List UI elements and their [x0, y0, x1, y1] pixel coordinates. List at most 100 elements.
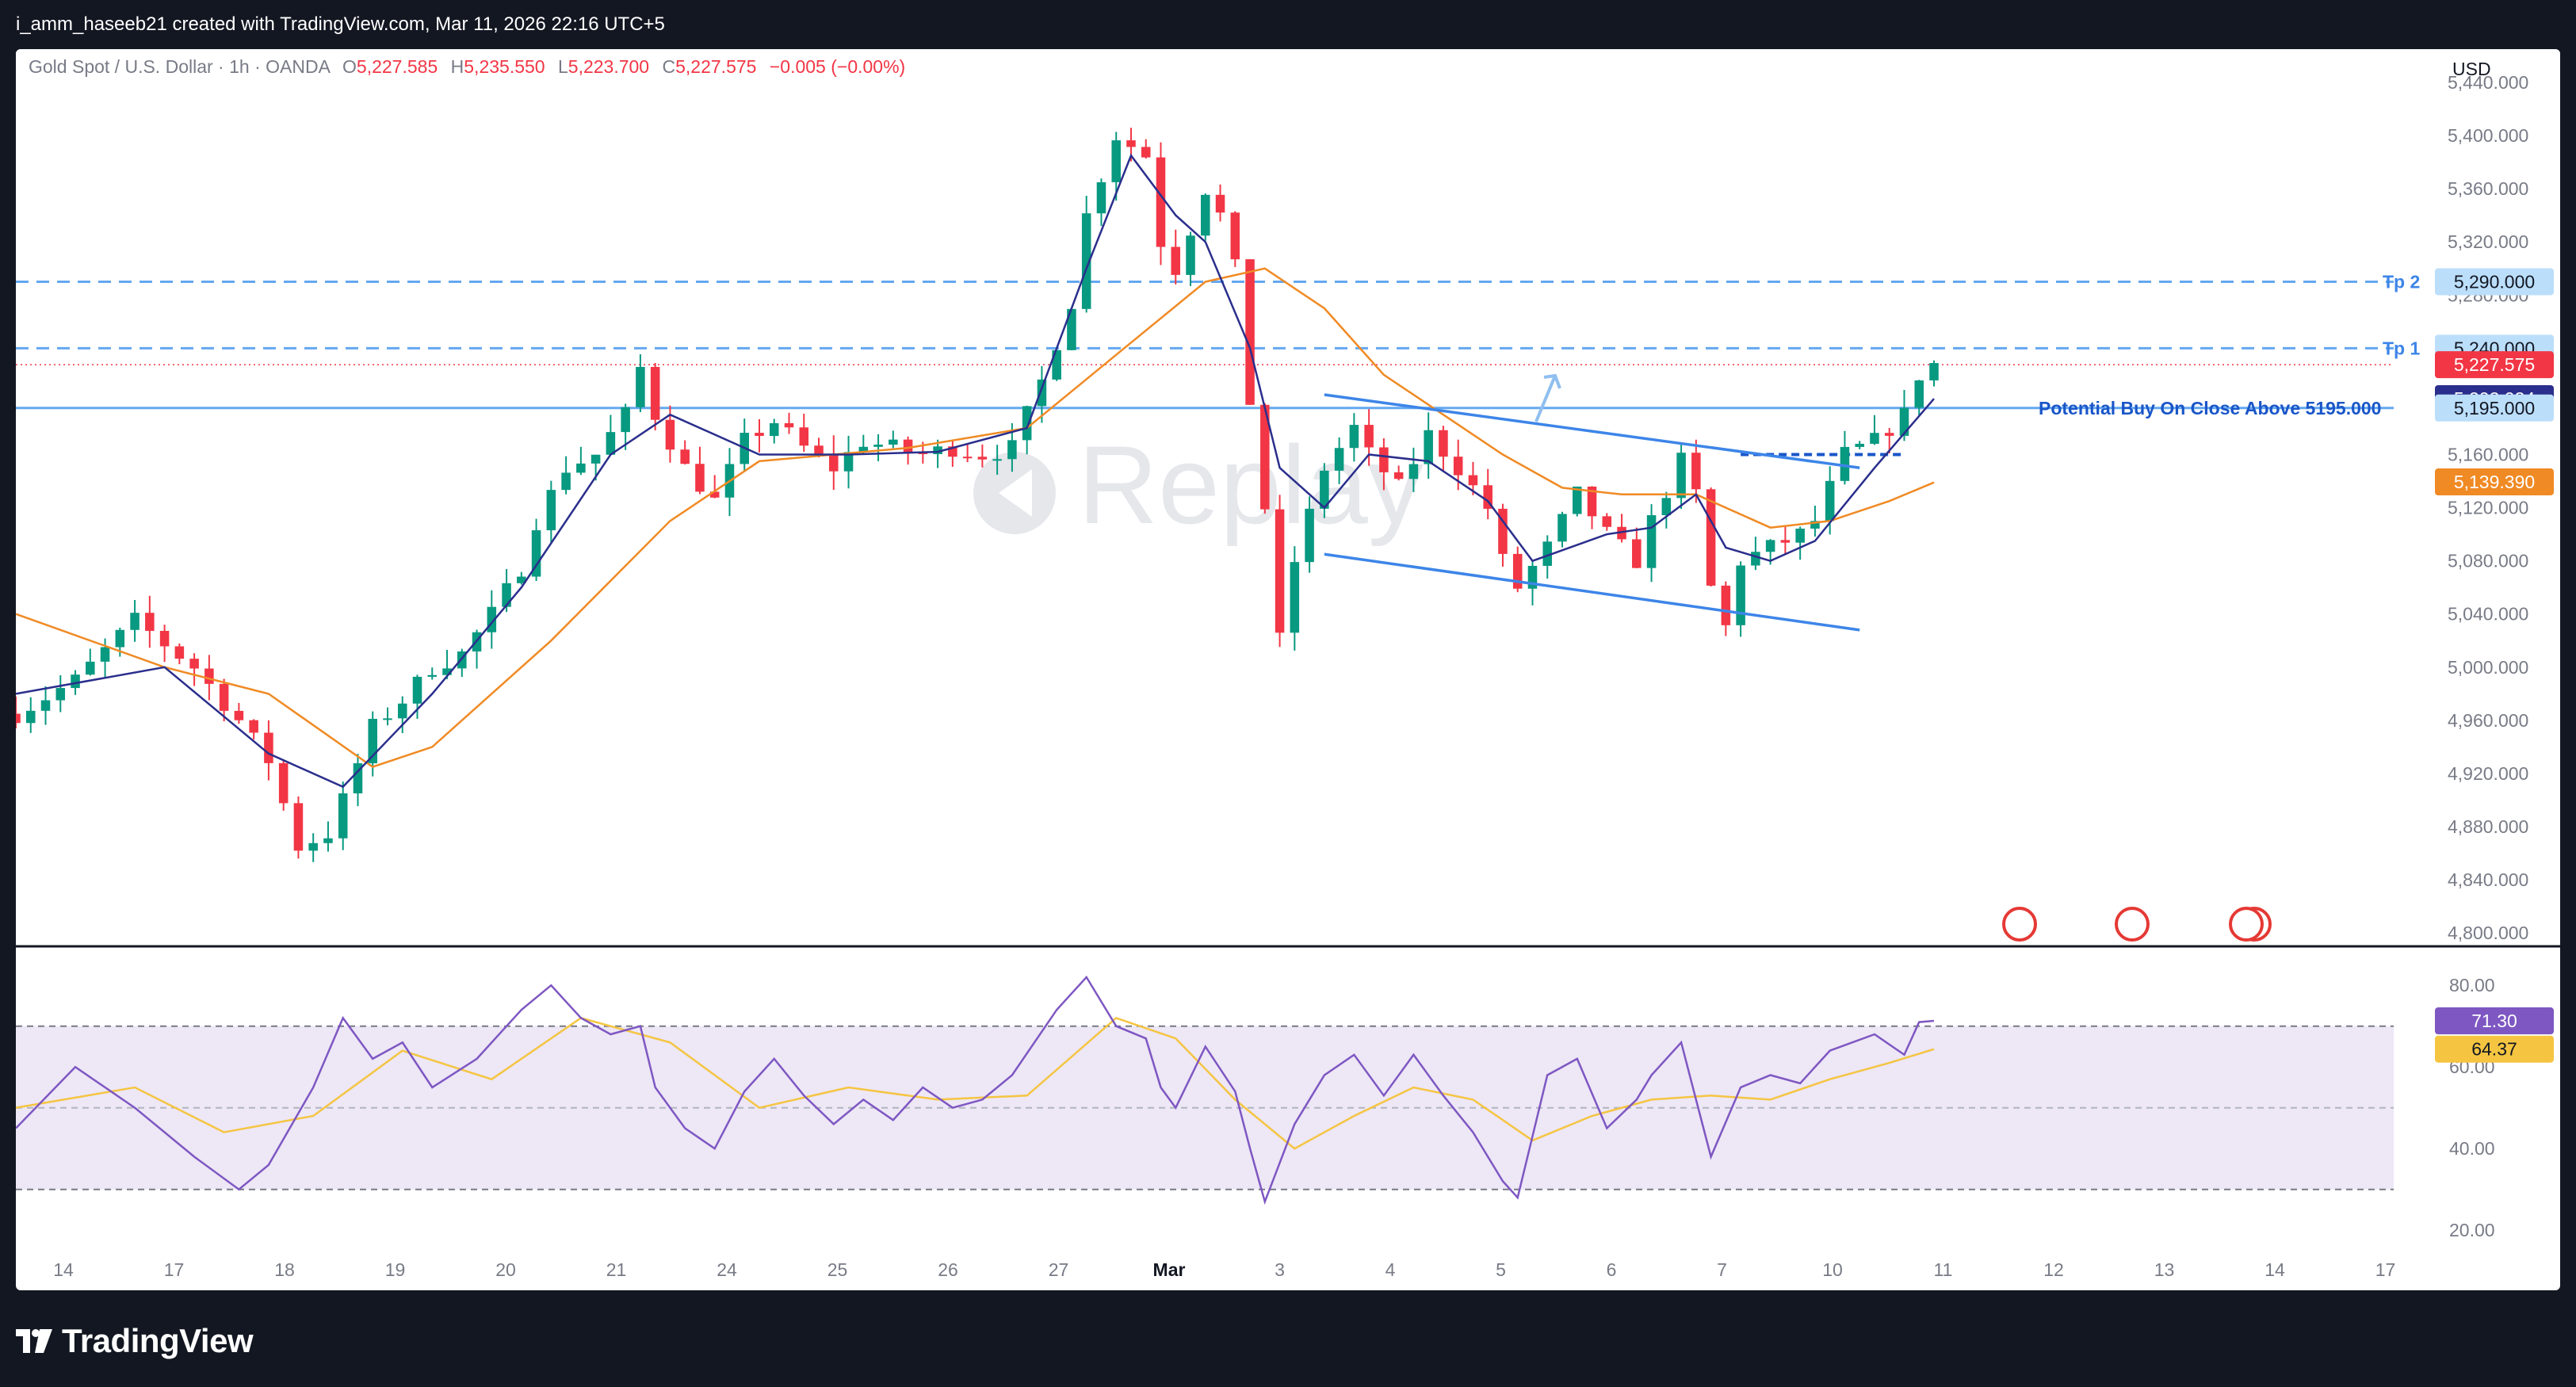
tp2-label[interactable]: Tp 2 [2383, 271, 2420, 292]
level-lines [16, 280, 2394, 457]
candle-body [1230, 212, 1240, 260]
candle-body [219, 683, 229, 711]
time-tick-label: 24 [717, 1259, 737, 1280]
channel-upper-line[interactable] [1324, 393, 1860, 470]
candle-body [1617, 526, 1626, 540]
candle-body [323, 838, 333, 843]
candle-body [204, 668, 214, 684]
candle-body [1676, 453, 1686, 499]
candle-body [517, 576, 526, 583]
candle-body [234, 710, 244, 720]
candle-body [353, 763, 363, 794]
price-axis[interactable]: 5,440.0005,400.0005,360.0005,320.0005,28… [2448, 72, 2528, 943]
candle-body [784, 422, 794, 428]
tradingview-logo[interactable]: TradingView [16, 1322, 254, 1360]
time-tick-label: 3 [1275, 1259, 1285, 1280]
currency-button[interactable] [2441, 52, 2517, 84]
us-flag-icon[interactable] [2229, 907, 2264, 942]
candle-body [412, 676, 422, 704]
tp1-label[interactable]: Tp 1 [2383, 338, 2420, 358]
candle-body [278, 762, 289, 804]
candle-body [189, 659, 199, 669]
candle-body [1929, 363, 1939, 380]
candle-body [1527, 565, 1538, 589]
breakout-arrow[interactable] [1535, 373, 1561, 422]
rsi-tick-label: 80.00 [2449, 975, 2495, 995]
candle-body [86, 661, 95, 675]
candle-body [1661, 498, 1672, 516]
candle-body [338, 793, 348, 839]
candle-body [858, 446, 869, 453]
candle-body [1349, 425, 1359, 449]
price-tick-label: 4,960.000 [2448, 710, 2528, 731]
candle-body [457, 651, 467, 669]
legend-change: −0.005 (−0.00%) [770, 56, 905, 77]
candle-body [1245, 259, 1255, 405]
candle-body [1468, 475, 1478, 486]
candle-body [606, 432, 616, 455]
us-flag-icon[interactable] [2002, 907, 2037, 942]
currency-label[interactable]: USD [2452, 59, 2491, 79]
candle-body [889, 439, 898, 445]
candle-body [621, 407, 630, 433]
time-tick-label: 18 [274, 1259, 295, 1280]
time-tick-label: 27 [1049, 1259, 1069, 1280]
chart-legend[interactable]: Gold Spot / U.S. Dollar · 1h · OANDA O5,… [29, 56, 905, 77]
channel-lines[interactable] [1324, 393, 1860, 632]
candle-body [1825, 480, 1835, 522]
candle-body [1810, 521, 1820, 529]
price-tick-label: 5,000.000 [2448, 657, 2528, 678]
candle-body [16, 713, 21, 724]
rsi-value-badge-bg [2435, 1007, 2554, 1035]
candle-body [1646, 515, 1657, 568]
event-flags[interactable] [2002, 907, 2272, 942]
candle-body [1320, 470, 1329, 509]
price-tick-label: 4,800.000 [2448, 923, 2528, 943]
candle-body [814, 445, 824, 454]
time-axis[interactable]: 14 17 18 19 20 21 24 25 26 27 Mar 3 4 5 6 7 10 11 12 13 14 17 [53, 1259, 2395, 1280]
candle-body [55, 688, 66, 701]
candle-body [561, 472, 571, 491]
main-pane[interactable] [16, 49, 2560, 946]
candle-body [1439, 430, 1448, 457]
legend-low-value: 5,223.700 [568, 56, 649, 77]
legend-open-label: O [342, 56, 357, 77]
candle-body [1379, 447, 1389, 472]
time-tick-label: 14 [53, 1259, 74, 1280]
channel-lower-line[interactable] [1324, 552, 1860, 632]
rsi-line [16, 975, 1935, 1206]
candle-body [576, 463, 586, 473]
candle-body [368, 718, 378, 764]
price-tick-label: 5,080.000 [2448, 551, 2528, 571]
price-tick-label: 4,840.000 [2448, 869, 2528, 890]
candle-body [665, 419, 675, 450]
us-flag-icon[interactable] [2115, 907, 2150, 942]
price-tick-label: 5,440.000 [2448, 72, 2528, 93]
candle-body [1215, 194, 1225, 213]
buy-note-label[interactable]: Potential Buy On Close Above 5195.000 [2039, 398, 2381, 418]
candle-body [1780, 540, 1791, 543]
candle-body [1914, 380, 1924, 408]
candle-body [1408, 464, 1419, 480]
chart-frame[interactable]: Replay Gold Spot / U.S. Dollar · 1h · OA… [16, 49, 2560, 1290]
candle-body [799, 427, 809, 446]
candle-body [531, 530, 541, 577]
candle-body [1795, 528, 1805, 543]
candle-body [695, 464, 705, 492]
candle-body [308, 843, 318, 851]
time-tick-label: 20 [495, 1259, 516, 1280]
ema-slow-line [16, 267, 1935, 768]
price-badges: 5,290.0005,240.0005,227.5755,202.0345,19… [2435, 268, 2554, 1063]
time-tick-label: 17 [2375, 1259, 2396, 1280]
chart-svg[interactable]: Replay Gold Spot / U.S. Dollar · 1h · OA… [16, 49, 2560, 1290]
candle-body [71, 674, 80, 689]
rsi-tick-label: 20.00 [2449, 1220, 2495, 1240]
tp2-price-badge-bg [2435, 268, 2554, 296]
candle-body [1498, 508, 1508, 554]
bottom-bar: TradingView [0, 1290, 2576, 1387]
tradingview-logo-icon [16, 1329, 52, 1353]
candle-body [1855, 443, 1864, 447]
attribution-text: i_amm_haseeb21 created with TradingView.… [16, 13, 665, 35]
candle-body [115, 629, 125, 648]
candle-body [502, 583, 511, 607]
